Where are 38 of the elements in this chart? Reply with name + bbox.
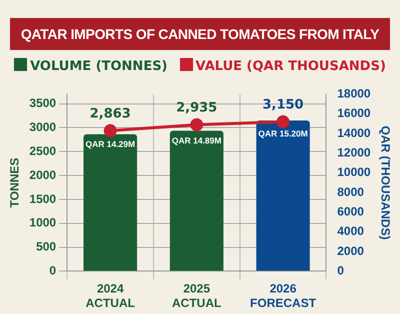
y-tick-label: 3500 <box>29 96 56 110</box>
y2-tick-label: 18000 <box>337 86 371 101</box>
data-label: QAR 15.20M <box>258 128 308 138</box>
legend-label: VALUE (QAR THOUSANDS) <box>196 59 386 74</box>
y-tick-label: 2500 <box>29 144 56 158</box>
data-label: QAR 14.89M <box>172 135 222 146</box>
y-tick-label: 3000 <box>29 120 56 134</box>
x-tick-label: 2024 ACTUAL <box>86 282 135 310</box>
y2-tick-label: 10000 <box>337 165 371 180</box>
x-tick-label: 2026 FORECAST <box>250 282 317 310</box>
point <box>190 118 204 132</box>
y2-tick-label: 2000 <box>337 244 364 258</box>
y2-tick-label: 0 <box>337 264 344 278</box>
y2-tick-label: 14000 <box>337 126 371 140</box>
y-tick-label: 0 <box>49 264 56 278</box>
y2-axis-title: QAR (THOUSANDS) <box>378 126 392 240</box>
y-axis-title: TONNES <box>8 158 22 208</box>
y2-tick-label: 4000 <box>337 224 364 238</box>
x-tick-label: 2025 ACTUAL <box>172 282 222 310</box>
y2-tick-label: 16000 <box>337 106 371 120</box>
y2-tick-label: 8000 <box>337 184 364 199</box>
bar <box>170 130 224 271</box>
y-tick-label: 2000 <box>29 168 56 182</box>
bar <box>256 120 310 271</box>
data-label: 3,150 <box>262 98 304 113</box>
data-label: 2,935 <box>176 100 218 116</box>
y2-tick-label: 6000 <box>337 204 364 219</box>
bar <box>84 134 138 271</box>
data-label: QAR 14.29M <box>85 138 136 149</box>
y-tick-label: 1000 <box>29 216 56 230</box>
legend-label: VOLUME (TONNES) <box>30 59 168 74</box>
point <box>104 124 117 138</box>
y2-tick-label: 12000 <box>337 146 371 160</box>
point <box>276 115 290 128</box>
chart-title: QATAR IMPORTS OF CANNED TOMATOES FROM ITALY <box>10 18 390 50</box>
data-label: 2,863 <box>90 106 131 122</box>
y-tick-label: 1500 <box>29 192 56 206</box>
y-tick-label: 500 <box>36 240 56 254</box>
